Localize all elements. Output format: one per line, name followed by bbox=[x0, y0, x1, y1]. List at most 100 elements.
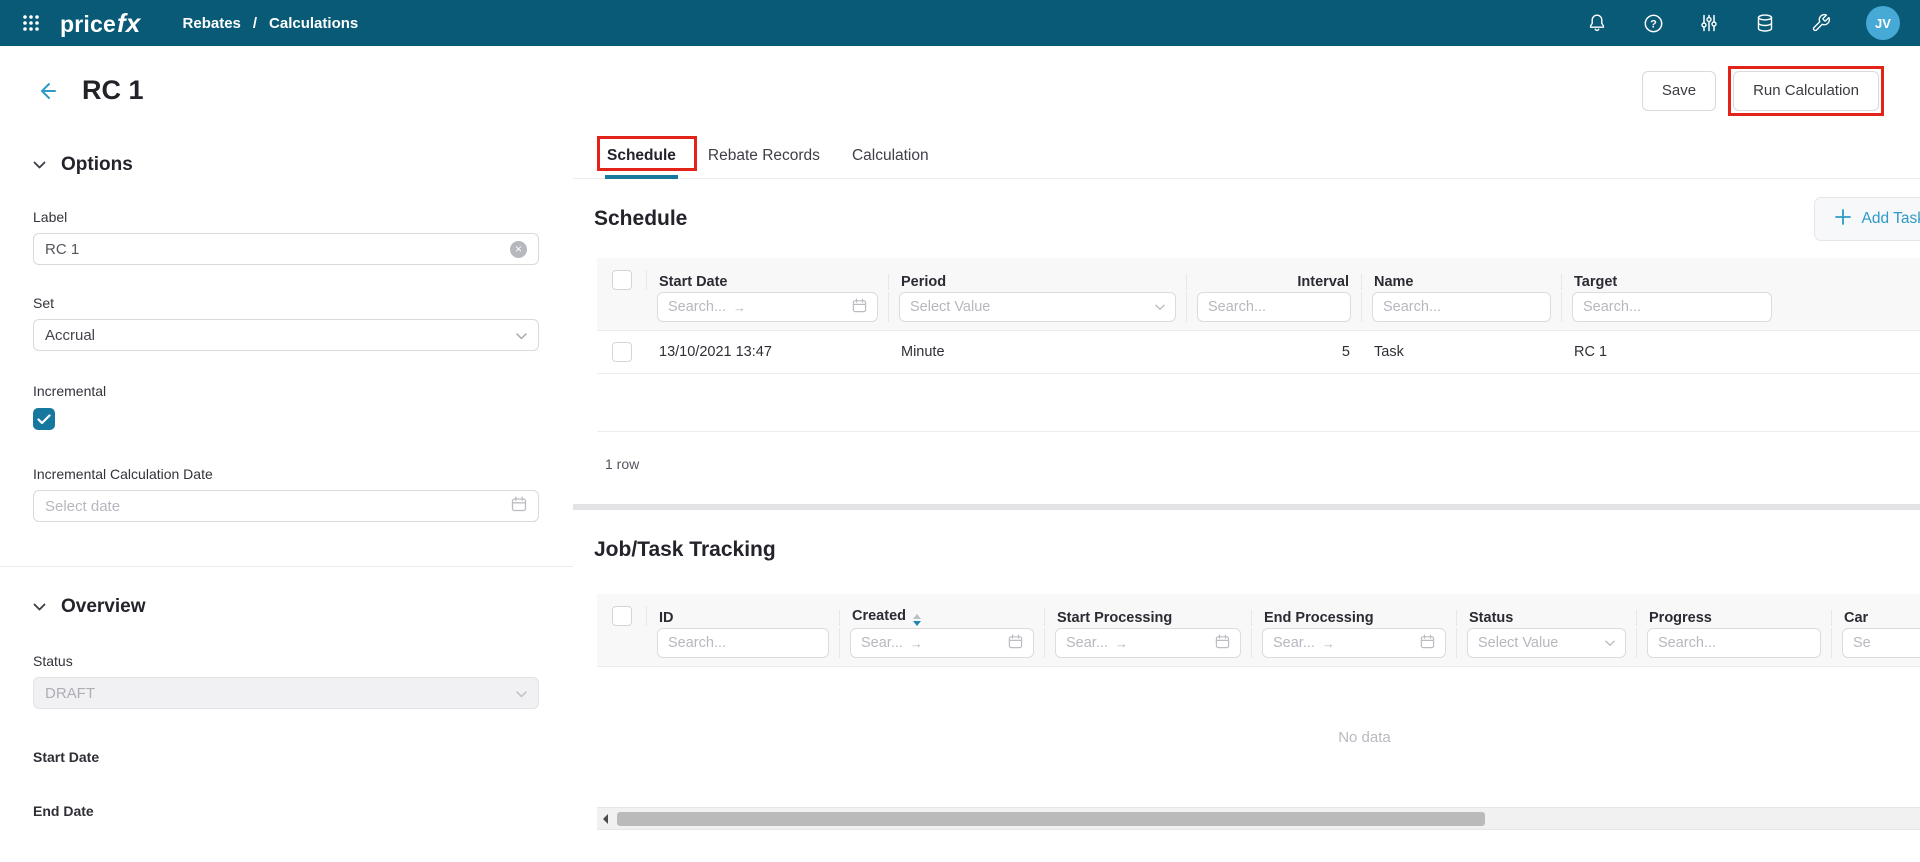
breadcrumb-section[interactable]: Rebates bbox=[182, 14, 241, 32]
chevron-down-icon bbox=[33, 603, 46, 611]
section-divider bbox=[573, 504, 1920, 510]
progress-filter-input[interactable]: Search... bbox=[1647, 628, 1821, 658]
notifications-bell-icon[interactable] bbox=[1586, 12, 1608, 34]
column-header-created[interactable]: Created bbox=[840, 608, 1045, 626]
cancelled-filter-select[interactable]: Se bbox=[1842, 628, 1920, 658]
app-grid-icon[interactable] bbox=[18, 10, 44, 36]
tools-wrench-icon[interactable] bbox=[1810, 12, 1832, 34]
status-value: DRAFT bbox=[45, 684, 95, 702]
clear-icon[interactable]: × bbox=[510, 240, 527, 258]
status-filter-select[interactable]: Select Value bbox=[1467, 628, 1626, 658]
scrollbar-thumb[interactable] bbox=[617, 811, 1485, 826]
annotation-box-run-calculation: Run Calculation bbox=[1728, 65, 1884, 116]
back-arrow-icon[interactable] bbox=[40, 80, 66, 102]
column-header-cancelled[interactable]: Car bbox=[1844, 610, 1869, 626]
logo-fx: fx bbox=[116, 7, 141, 38]
help-icon[interactable]: ? bbox=[1642, 12, 1664, 34]
start-date-filter-input[interactable]: Search... → bbox=[657, 292, 878, 322]
row-checkbox[interactable] bbox=[612, 342, 632, 362]
tab-calculation[interactable]: Calculation bbox=[851, 147, 929, 164]
column-header-end-processing[interactable]: End Processing bbox=[1252, 610, 1457, 626]
tab-schedule[interactable]: Schedule bbox=[605, 135, 678, 179]
filter-placeholder: Search... bbox=[1658, 635, 1717, 651]
breadcrumb-page[interactable]: Calculations bbox=[269, 14, 359, 32]
filter-placeholder: Search... bbox=[668, 299, 727, 315]
incremental-date-input[interactable]: Select date bbox=[33, 490, 539, 522]
schedule-section-title: Schedule bbox=[594, 207, 688, 230]
incremental-label: Incremental bbox=[33, 383, 107, 399]
column-header-period[interactable]: Period bbox=[889, 274, 1187, 290]
svg-text:?: ? bbox=[1650, 18, 1657, 30]
add-task-label: Add Task bbox=[1861, 210, 1920, 227]
chevron-down-icon bbox=[33, 161, 46, 169]
start-processing-filter-input[interactable]: Sear... → bbox=[1055, 628, 1241, 658]
column-header-start-date[interactable]: Start Date bbox=[647, 274, 889, 290]
settings-sliders-icon[interactable] bbox=[1698, 12, 1720, 34]
calendar-icon[interactable] bbox=[852, 298, 867, 317]
main-panel: Schedule Rebate Records Calculation Sche… bbox=[573, 135, 1920, 862]
target-filter-input[interactable]: Search... bbox=[1572, 292, 1772, 322]
row-count: 1 row bbox=[605, 456, 640, 472]
column-header-start-processing[interactable]: Start Processing bbox=[1045, 610, 1252, 626]
label-field-label: Label bbox=[33, 209, 68, 225]
chevron-down-icon bbox=[1605, 635, 1615, 651]
schedule-table-row[interactable]: 13/10/2021 13:47 Minute 5 Task RC 1 bbox=[597, 331, 1920, 374]
overview-section-header[interactable]: Overview bbox=[33, 593, 539, 621]
column-header-interval[interactable]: Interval bbox=[1187, 274, 1362, 290]
interval-filter-input[interactable]: Search... bbox=[1197, 292, 1351, 322]
breadcrumb-separator: / bbox=[252, 14, 258, 32]
cell-start-date: 13/10/2021 13:47 bbox=[659, 344, 772, 360]
calendar-icon[interactable] bbox=[1008, 634, 1023, 653]
sidebar-divider bbox=[0, 566, 573, 567]
status-select-disabled: DRAFT bbox=[33, 677, 539, 709]
set-select[interactable]: Accrual bbox=[33, 319, 539, 351]
tab-rebate-records[interactable]: Rebate Records bbox=[707, 147, 820, 164]
column-header-progress[interactable]: Progress bbox=[1637, 610, 1832, 626]
run-calculation-button[interactable]: Run Calculation bbox=[1733, 70, 1879, 111]
user-avatar[interactable]: JV bbox=[1866, 6, 1900, 40]
options-sidebar: Options Label RC 1 × Set Accrual Increme… bbox=[0, 135, 573, 862]
options-section-header[interactable]: Options bbox=[33, 151, 539, 179]
calendar-icon[interactable] bbox=[1215, 634, 1230, 653]
filter-placeholder: Search... bbox=[1383, 299, 1442, 315]
filter-placeholder: Sear... bbox=[1066, 635, 1108, 651]
overview-title: Overview bbox=[61, 596, 146, 617]
job-task-tracking-title: Job/Task Tracking bbox=[594, 538, 776, 561]
save-button[interactable]: Save bbox=[1641, 70, 1717, 111]
id-filter-input[interactable]: Search... bbox=[657, 628, 829, 658]
horizontal-scrollbar[interactable] bbox=[597, 807, 1920, 829]
filter-placeholder: Select Value bbox=[910, 299, 991, 315]
select-all-checkbox[interactable] bbox=[611, 270, 632, 290]
add-task-button[interactable]: Add Task bbox=[1813, 197, 1920, 241]
column-header-status[interactable]: Status bbox=[1457, 610, 1637, 626]
label-input-value: RC 1 bbox=[45, 240, 80, 258]
name-filter-input[interactable]: Search... bbox=[1372, 292, 1551, 322]
end-date-label: End Date bbox=[33, 803, 94, 819]
range-arrow-icon: → bbox=[1114, 635, 1128, 651]
data-database-icon[interactable] bbox=[1754, 12, 1776, 34]
range-arrow-icon: → bbox=[733, 299, 747, 315]
start-date-label: Start Date bbox=[33, 749, 100, 765]
filter-placeholder: Select Value bbox=[1478, 635, 1559, 651]
incremental-date-placeholder: Select date bbox=[45, 497, 121, 515]
calendar-icon[interactable] bbox=[1420, 634, 1435, 653]
label-input[interactable]: RC 1 × bbox=[33, 233, 539, 265]
pricefx-logo[interactable]: price fx bbox=[60, 8, 141, 39]
column-header-id[interactable]: ID bbox=[647, 610, 840, 626]
select-all-checkbox[interactable] bbox=[611, 606, 632, 626]
end-processing-filter-input[interactable]: Sear... → bbox=[1262, 628, 1446, 658]
scroll-left-icon[interactable] bbox=[597, 808, 611, 829]
created-filter-input[interactable]: Sear... → bbox=[850, 628, 1034, 658]
set-field-label: Set bbox=[33, 295, 55, 311]
incremental-checkbox[interactable] bbox=[33, 408, 55, 430]
filter-placeholder: Search... bbox=[668, 635, 727, 651]
filter-placeholder: Sear... bbox=[861, 635, 903, 651]
calendar-icon[interactable] bbox=[511, 496, 527, 516]
period-filter-select[interactable]: Select Value bbox=[899, 292, 1176, 322]
cell-period: Minute bbox=[901, 344, 945, 360]
column-header-target[interactable]: Target bbox=[1574, 274, 1618, 290]
avatar-initials: JV bbox=[1875, 15, 1891, 31]
sort-descending-icon bbox=[913, 614, 921, 626]
column-header-name[interactable]: Name bbox=[1362, 274, 1562, 290]
empty-table-message: No data bbox=[1338, 728, 1391, 746]
